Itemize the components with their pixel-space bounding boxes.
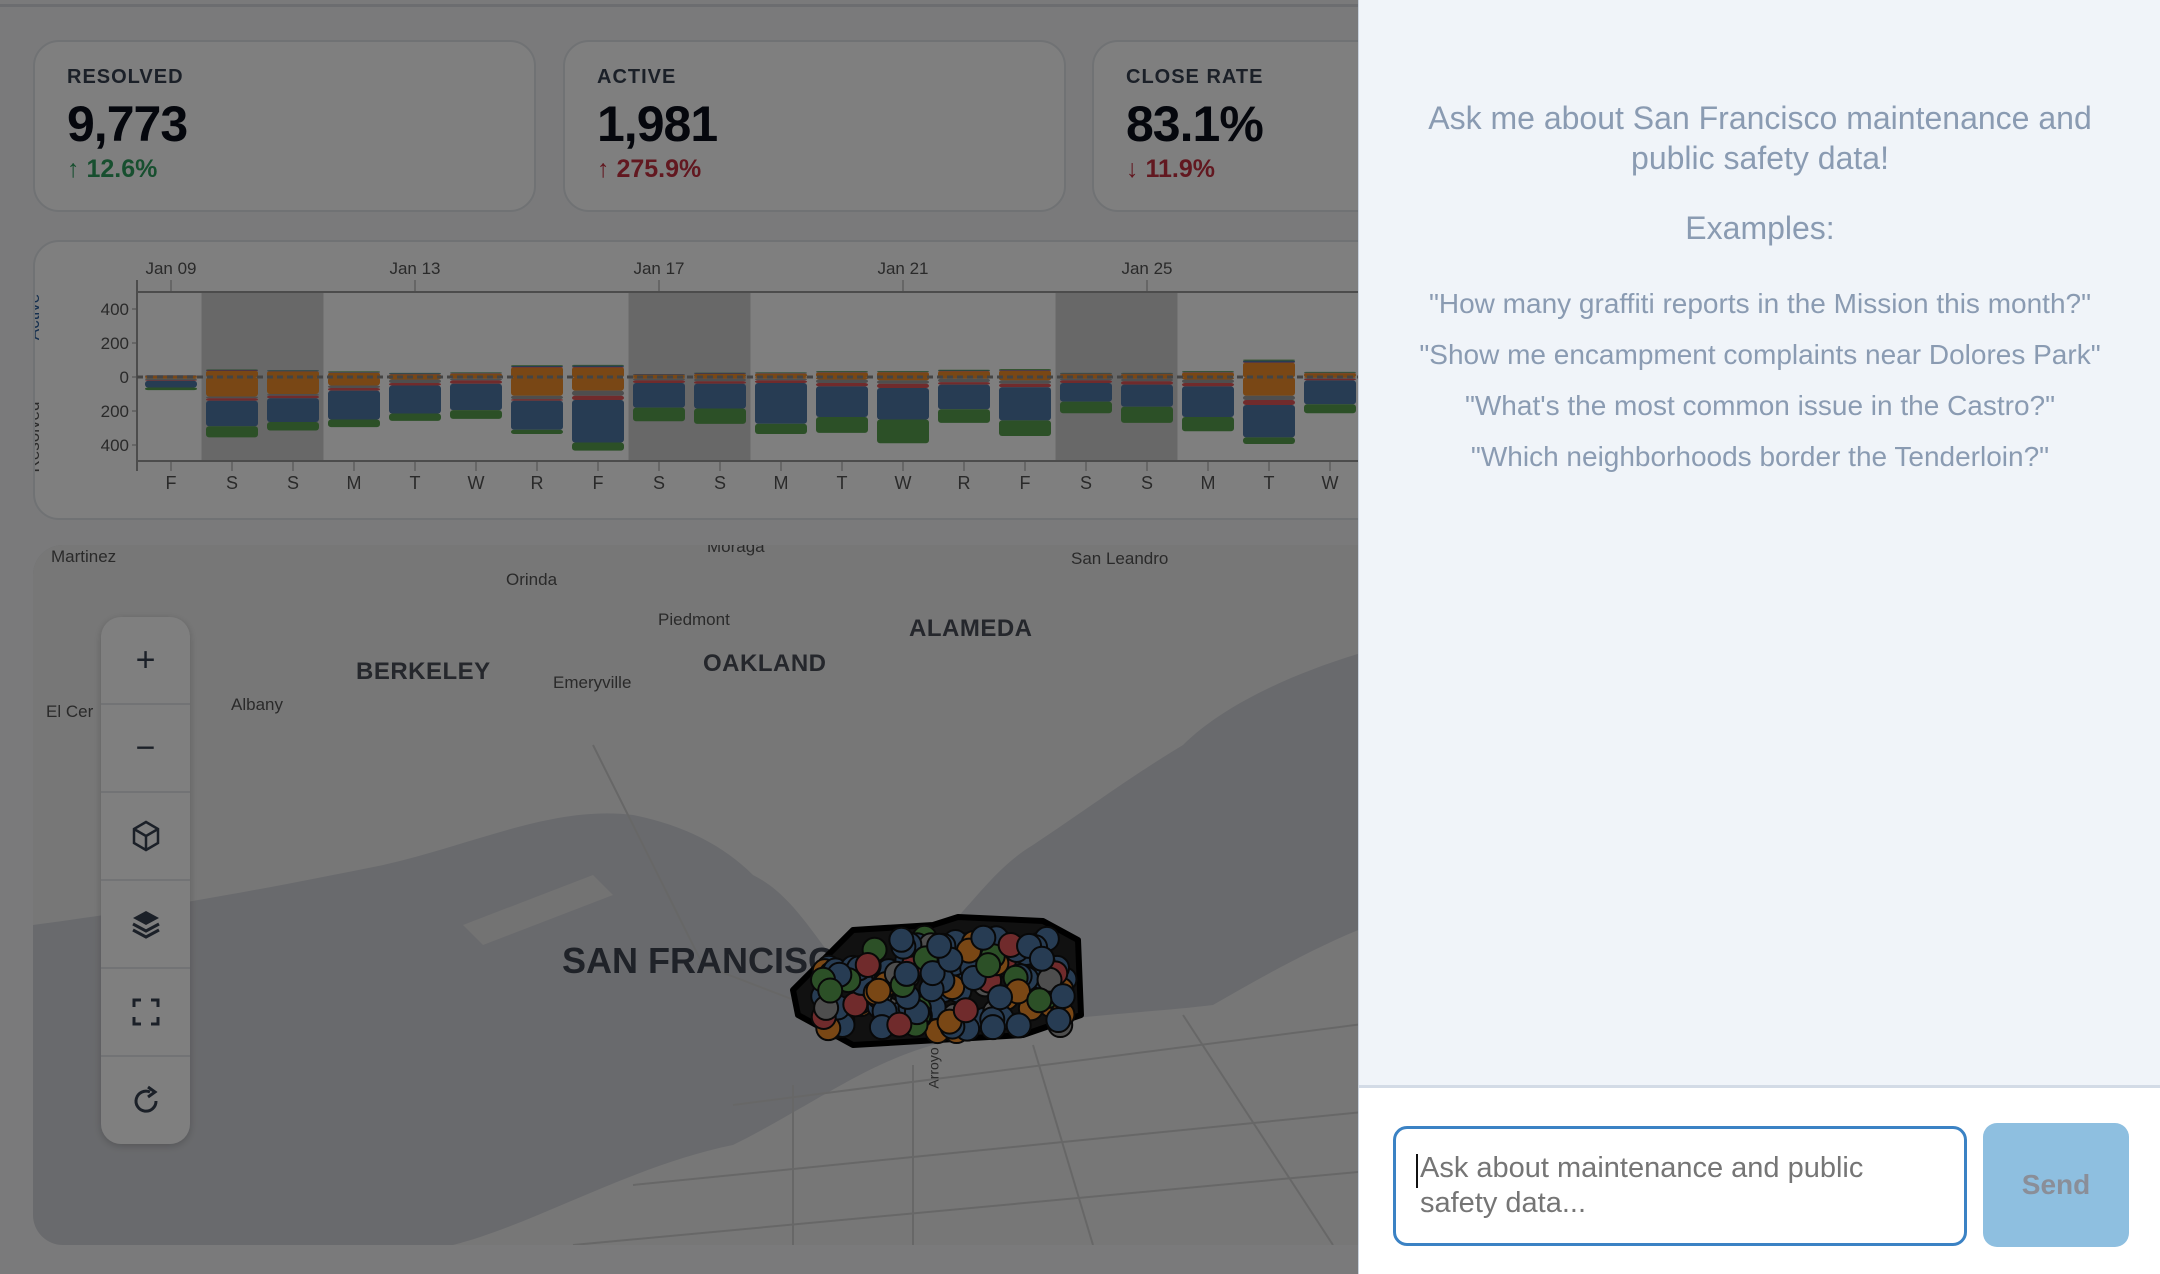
modal-backdrop[interactable] [0, 0, 1358, 1274]
example-prompt[interactable]: "How many graffiti reports in the Missio… [1428, 288, 2092, 319]
example-prompt[interactable]: "Show me encampment complaints near Dolo… [1419, 339, 2101, 370]
text-cursor [1416, 1154, 1418, 1188]
send-button[interactable]: Send [1983, 1123, 2129, 1247]
chat-input-area: Send [1359, 1085, 2160, 1274]
examples-heading: Examples: [1685, 210, 1835, 246]
example-prompt[interactable]: "Which neighborhoods border the Tenderlo… [1470, 441, 2050, 472]
chat-panel: Ask me about San Francisco maintenance a… [1358, 0, 2160, 1274]
dashboard: RESOLVED 9,773 ↑ 12.6% ACTIVE 1,981 ↑ 27… [0, 0, 1358, 1274]
chat-intro: Ask me about San Francisco maintenance a… [1428, 100, 2092, 176]
chat-input[interactable] [1393, 1126, 1967, 1246]
example-prompt[interactable]: "What's the most common issue in the Cas… [1464, 390, 2056, 421]
